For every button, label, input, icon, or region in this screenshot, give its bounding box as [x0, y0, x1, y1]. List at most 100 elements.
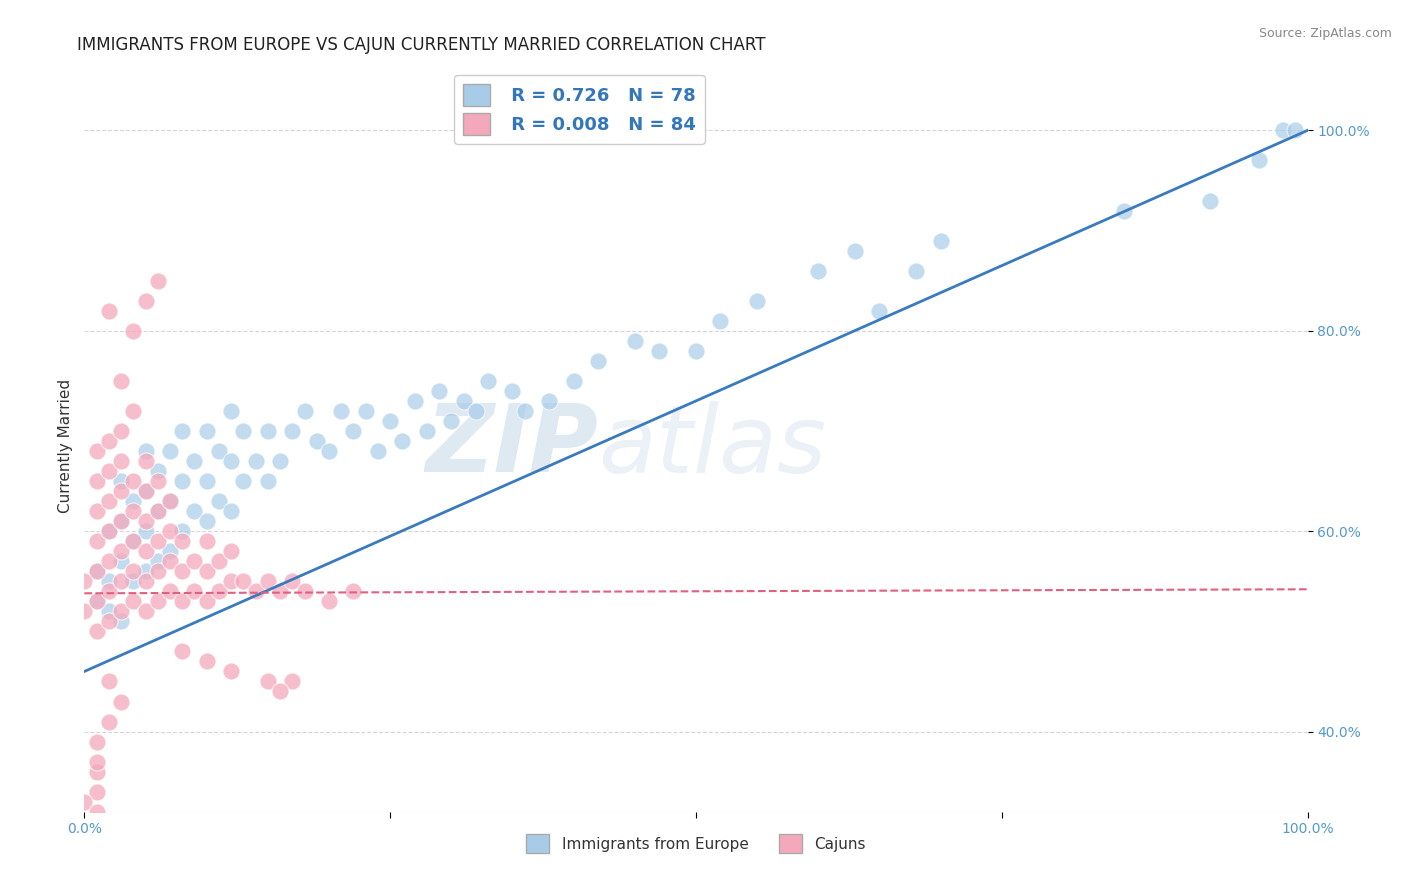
- Point: [183, 454, 205, 468]
- Text: ZIP: ZIP: [425, 400, 598, 492]
- Point: [232, 574, 254, 589]
- Point: [477, 374, 499, 388]
- Point: [219, 544, 242, 558]
- Point: [648, 343, 671, 358]
- Point: [172, 524, 194, 538]
- Point: [146, 504, 169, 518]
- Point: [135, 484, 157, 499]
- Point: [110, 474, 132, 488]
- Point: [135, 574, 157, 589]
- Point: [97, 303, 120, 318]
- Point: [305, 434, 328, 448]
- Point: [391, 434, 413, 448]
- Point: [294, 584, 316, 599]
- Point: [172, 424, 194, 438]
- Point: [159, 444, 181, 458]
- Point: [294, 404, 316, 418]
- Point: [135, 544, 157, 558]
- Point: [122, 534, 145, 549]
- Point: [86, 594, 108, 608]
- Point: [86, 474, 108, 488]
- Legend: Immigrants from Europe, Cajuns: Immigrants from Europe, Cajuns: [520, 828, 872, 859]
- Point: [869, 303, 891, 318]
- Point: [1114, 203, 1136, 218]
- Point: [685, 343, 707, 358]
- Y-axis label: Currently Married: Currently Married: [58, 379, 73, 513]
- Point: [342, 584, 364, 599]
- Point: [146, 474, 169, 488]
- Point: [208, 444, 231, 458]
- Point: [195, 424, 218, 438]
- Point: [146, 534, 169, 549]
- Point: [367, 444, 389, 458]
- Point: [146, 564, 169, 578]
- Point: [159, 494, 181, 508]
- Point: [122, 534, 145, 549]
- Point: [208, 584, 231, 599]
- Point: [624, 334, 647, 348]
- Point: [1198, 194, 1220, 208]
- Point: [159, 544, 181, 558]
- Point: [110, 454, 132, 468]
- Point: [269, 684, 291, 698]
- Point: [219, 665, 242, 679]
- Point: [86, 624, 108, 639]
- Point: [86, 564, 108, 578]
- Point: [110, 484, 132, 499]
- Point: [219, 574, 242, 589]
- Point: [110, 574, 132, 589]
- Point: [232, 474, 254, 488]
- Point: [146, 554, 169, 568]
- Point: [97, 584, 120, 599]
- Point: [97, 574, 120, 589]
- Point: [122, 324, 145, 338]
- Point: [159, 584, 181, 599]
- Point: [135, 484, 157, 499]
- Point: [86, 594, 108, 608]
- Point: [146, 504, 169, 518]
- Point: [269, 454, 291, 468]
- Point: [427, 384, 450, 398]
- Point: [135, 293, 157, 308]
- Point: [86, 785, 108, 799]
- Point: [1272, 123, 1295, 137]
- Point: [245, 454, 267, 468]
- Point: [122, 594, 145, 608]
- Point: [195, 564, 218, 578]
- Point: [404, 393, 426, 408]
- Point: [159, 494, 181, 508]
- Point: [464, 404, 486, 418]
- Point: [146, 274, 169, 288]
- Point: [929, 234, 952, 248]
- Point: [73, 795, 96, 809]
- Point: [538, 393, 561, 408]
- Text: Source: ZipAtlas.com: Source: ZipAtlas.com: [1258, 27, 1392, 40]
- Point: [709, 314, 731, 328]
- Point: [97, 434, 120, 448]
- Point: [97, 494, 120, 508]
- Point: [122, 474, 145, 488]
- Point: [257, 424, 280, 438]
- Point: [110, 604, 132, 618]
- Point: [281, 424, 304, 438]
- Point: [97, 524, 120, 538]
- Point: [195, 655, 218, 669]
- Point: [269, 584, 291, 599]
- Point: [86, 764, 108, 779]
- Point: [195, 474, 218, 488]
- Point: [122, 504, 145, 518]
- Point: [135, 514, 157, 528]
- Point: [208, 494, 231, 508]
- Point: [416, 424, 439, 438]
- Point: [135, 444, 157, 458]
- Point: [110, 514, 132, 528]
- Point: [318, 594, 340, 608]
- Point: [342, 424, 364, 438]
- Point: [747, 293, 769, 308]
- Point: [146, 464, 169, 478]
- Point: [97, 554, 120, 568]
- Point: [330, 404, 353, 418]
- Point: [122, 574, 145, 589]
- Point: [562, 374, 585, 388]
- Point: [86, 805, 108, 819]
